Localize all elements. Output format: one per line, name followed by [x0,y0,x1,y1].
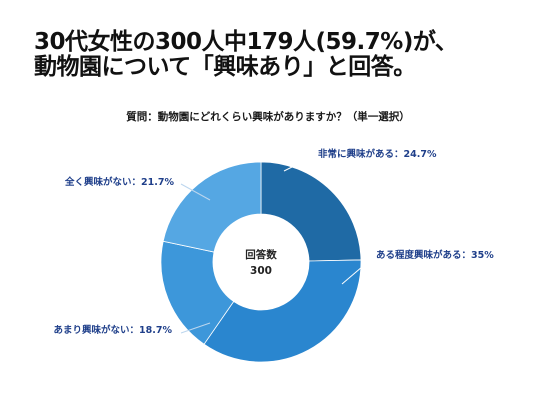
leader-line-1 [283,153,319,172]
leader-line-4 [180,183,211,201]
title-line-2: 動物園について「興味あり」と回答。 [34,54,416,80]
donut-slice-3 [160,240,235,345]
slice-label-4: 全く興味がない：21.7% [64,176,174,188]
donut-slice-4 [162,161,262,253]
slice-label-3: あまり興味がない：18.7% [54,324,173,336]
slice-label-1: 非常に興味がある：24.7% [318,148,437,160]
leader-line-3 [180,322,211,334]
donut-slice-1 [260,161,362,262]
title-line-1: 30代女性の300人中179人(59.7%)が、 [34,29,458,55]
question-text: 質問：動物園にどれくらい興味がありますか？（単一選択） [126,111,410,123]
slice-label-2: ある程度興味がある：35% [376,249,494,261]
chart-title: 30代女性の300人中179人(59.7%)が、 動物園について「興味あり」と回… [34,30,514,80]
leader-line-2 [341,254,377,285]
center-label: 回答数 [245,248,277,261]
center-value: 300 [250,265,272,277]
donut-slice-2 [203,259,362,363]
